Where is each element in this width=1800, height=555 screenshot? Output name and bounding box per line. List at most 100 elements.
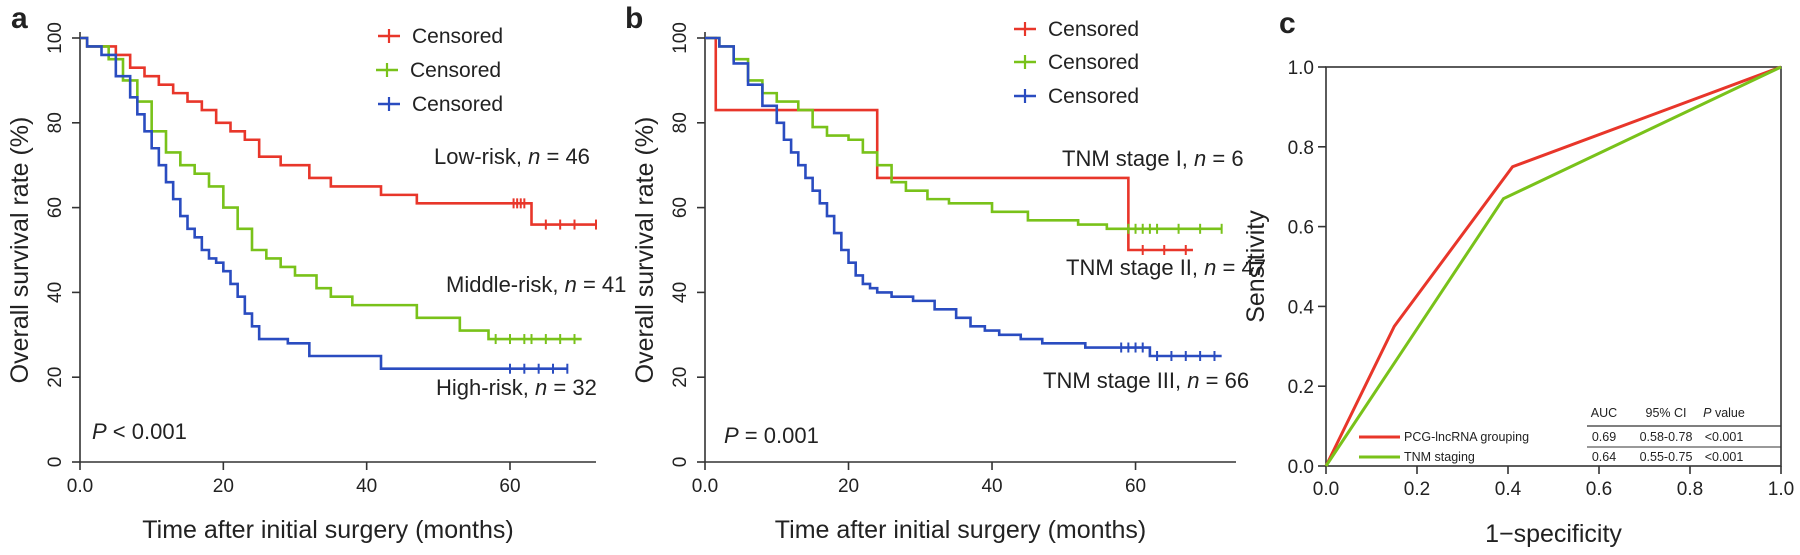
x-tick-label: 1.0 <box>1768 479 1794 500</box>
x-tick-label: 0.6 <box>1586 479 1612 500</box>
p-value-text: < 0.001 <box>107 419 187 444</box>
y-tick-label: 0.4 <box>1288 297 1315 318</box>
panel-letter-c: c <box>1279 7 1296 40</box>
x-tick-label: 20 <box>838 476 859 497</box>
y-axis-title: Overall survival rate (%) <box>631 117 659 384</box>
panel-letter-a: a <box>11 2 28 35</box>
legend-label: TNM staging <box>1404 450 1475 464</box>
curve-label-name: TNM stage I, <box>1062 146 1194 171</box>
p-value-text: = 0.001 <box>739 423 819 448</box>
table-cell-auc: 0.64 <box>1592 450 1616 464</box>
legend-label: Censored <box>412 93 503 116</box>
curve-label: TNM stage I, n = 6 <box>1062 146 1244 171</box>
curve-label-name: Middle-risk, <box>446 272 565 297</box>
x-tick-label: 20 <box>213 476 234 497</box>
y-tick-label: 0 <box>670 457 691 468</box>
legend-label: Censored <box>1048 18 1139 41</box>
p-symbol: P <box>724 423 739 448</box>
y-tick-label: 60 <box>670 197 691 218</box>
p-value-annotation: P = 0.001 <box>724 423 819 448</box>
x-tick-label: 40 <box>356 476 377 497</box>
curve-label-n-symbol: n <box>535 375 547 400</box>
p-header-rest: value <box>1711 406 1744 420</box>
p-value-annotation: P < 0.001 <box>92 419 187 444</box>
roc-curve-pcg-lncrna-grouping <box>1324 65 1782 467</box>
y-axis-title: Overall survival rate (%) <box>6 117 34 384</box>
curve-label-n-value: = 46 <box>540 144 590 169</box>
table-cell-ci: 0.58-0.78 <box>1640 430 1693 444</box>
curve-label-n-symbol: n <box>1204 255 1216 280</box>
y-tick-label: 0.8 <box>1288 138 1314 159</box>
x-axis-title: 1−specificity <box>1485 520 1622 548</box>
y-tick-label: 100 <box>670 22 691 54</box>
table-header-ci: 95% CI <box>1646 406 1687 420</box>
curve-label-name: High-risk, <box>436 375 535 400</box>
curve-label: Middle-risk, n = 41 <box>446 272 626 297</box>
curve-label-n-value: = 66 <box>1200 368 1250 393</box>
x-axis-title: Time after initial surgery (months) <box>775 516 1146 544</box>
curve-label: TNM stage III, n = 66 <box>1043 368 1249 393</box>
x-tick-label: 0.0 <box>67 476 93 497</box>
curve-label-name: TNM stage II, <box>1066 255 1204 280</box>
x-tick-label: 60 <box>499 476 520 497</box>
x-tick-label: 0.0 <box>1313 479 1339 500</box>
plot-frame <box>1325 66 1782 467</box>
survival-curve-tnm-stage-i <box>705 36 1193 252</box>
y-tick-label: 20 <box>670 367 691 388</box>
y-tick-label: 1.0 <box>1288 58 1314 79</box>
y-tick-label: 60 <box>45 197 66 218</box>
survival-curve-middle-risk <box>80 36 582 341</box>
curve-label-n-value: = 32 <box>547 375 597 400</box>
p-symbol: P <box>92 419 107 444</box>
curve-label: TNM stage II, n = 47 <box>1066 255 1266 280</box>
table-cell-p: <0.001 <box>1705 450 1744 464</box>
x-tick-label: 0.8 <box>1677 479 1703 500</box>
y-tick-label: 0 <box>45 457 66 468</box>
x-tick-label: 40 <box>981 476 1002 497</box>
survival-curve-tnm-stage-ii <box>705 36 1222 231</box>
x-tick-label: 60 <box>1125 476 1146 497</box>
survival-curve-high-risk <box>80 36 568 371</box>
table-cell-ci: 0.55-0.75 <box>1640 450 1693 464</box>
x-tick-label: 0.0 <box>692 476 718 497</box>
roc-curve-tnm-staging <box>1324 65 1782 467</box>
legend-label: Censored <box>412 25 503 48</box>
legend-label: Censored <box>410 59 501 82</box>
p-symbol: P <box>1703 406 1712 420</box>
curve-label-n-value: = 6 <box>1206 146 1243 171</box>
table-header-p: P value <box>1703 406 1745 420</box>
curve-label-name: TNM stage III, <box>1043 368 1187 393</box>
y-tick-label: 40 <box>45 282 66 303</box>
curve-label-n-symbol: n <box>1194 146 1206 171</box>
y-tick-label: 40 <box>670 282 691 303</box>
curve-label-n-symbol: n <box>1187 368 1199 393</box>
table-cell-auc: 0.69 <box>1592 430 1616 444</box>
x-tick-label: 0.4 <box>1495 479 1522 500</box>
survival-curve-low-risk <box>80 36 596 226</box>
panel-letter-b: b <box>625 2 643 35</box>
curve-label-n-symbol: n <box>528 144 540 169</box>
table-cell-p: <0.001 <box>1705 430 1744 444</box>
curve-label: High-risk, n = 32 <box>436 375 597 400</box>
table-header-auc: AUC <box>1591 406 1617 420</box>
curve-label: Low-risk, n = 46 <box>434 144 590 169</box>
y-tick-label: 0.2 <box>1288 377 1314 398</box>
y-tick-label: 80 <box>670 112 691 133</box>
legend-label: Censored <box>1048 51 1139 74</box>
y-tick-label: 0.0 <box>1288 457 1314 478</box>
curve-label-n-value: = 47 <box>1216 255 1266 280</box>
curve-label-n-value: = 41 <box>577 272 627 297</box>
y-axis-title: Sensitivity <box>1242 210 1270 323</box>
y-tick-label: 0.6 <box>1288 218 1314 239</box>
curve-label-name: Low-risk, <box>434 144 528 169</box>
legend-label: Censored <box>1048 85 1139 108</box>
survival-curve-tnm-stage-iii <box>705 36 1222 358</box>
y-tick-label: 100 <box>45 22 66 54</box>
x-tick-label: 0.2 <box>1404 479 1430 500</box>
y-tick-label: 80 <box>45 112 66 133</box>
curve-label-n-symbol: n <box>565 272 577 297</box>
x-axis-title: Time after initial surgery (months) <box>142 516 513 544</box>
y-tick-label: 20 <box>45 367 66 388</box>
legend-label: PCG-lncRNA grouping <box>1404 430 1529 444</box>
